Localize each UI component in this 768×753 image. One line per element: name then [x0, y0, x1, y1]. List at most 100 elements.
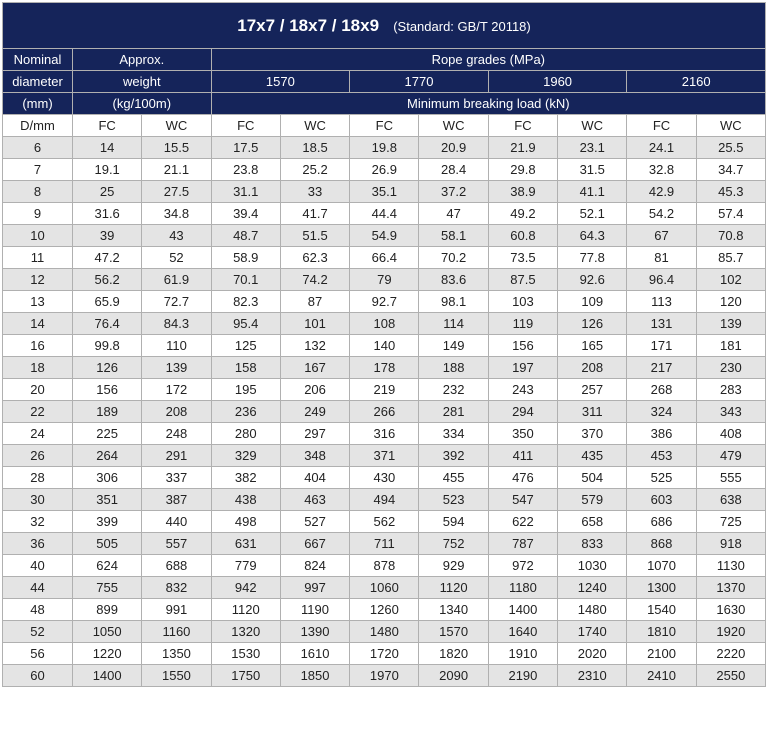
cell-value: 622 [488, 511, 557, 533]
cell-value: 1570 [419, 621, 488, 643]
cell-value: 42.9 [627, 181, 696, 203]
cell-value: 2190 [488, 665, 557, 687]
cell-value: 351 [73, 489, 142, 511]
table-row: 5612201350153016101720182019102020210022… [3, 643, 766, 665]
subhdr-fc-5: FC [350, 115, 419, 137]
cell-value: 1480 [350, 621, 419, 643]
hdr-approx-weight-l1: Approx. [73, 49, 212, 71]
cell-value: 43 [142, 225, 211, 247]
cell-value: 39.4 [211, 203, 280, 225]
table-title: 17x7 / 18x7 / 18x9 (Standard: GB/T 20118… [3, 3, 766, 49]
cell-value: 1390 [280, 621, 349, 643]
cell-value: 371 [350, 445, 419, 467]
cell-value: 997 [280, 577, 349, 599]
table-row: 61415.517.518.519.820.921.923.124.125.5 [3, 137, 766, 159]
cell-value: 504 [558, 467, 627, 489]
cell-value: 1160 [142, 621, 211, 643]
cell-value: 87 [280, 291, 349, 313]
cell-diameter: 44 [3, 577, 73, 599]
cell-value: 17.5 [211, 137, 280, 159]
subhdr-dmm: D/mm [3, 115, 73, 137]
cell-value: 188 [419, 357, 488, 379]
cell-value: 92.7 [350, 291, 419, 313]
cell-value: 1130 [696, 555, 765, 577]
cell-value: 19.8 [350, 137, 419, 159]
cell-value: 248 [142, 423, 211, 445]
cell-value: 217 [627, 357, 696, 379]
cell-value: 350 [488, 423, 557, 445]
cell-value: 264 [73, 445, 142, 467]
cell-value: 25 [73, 181, 142, 203]
cell-value: 624 [73, 555, 142, 577]
cell-value: 438 [211, 489, 280, 511]
cell-value: 498 [211, 511, 280, 533]
table-row: 1699.8110125132140149156165171181 [3, 335, 766, 357]
cell-value: 131 [627, 313, 696, 335]
cell-value: 225 [73, 423, 142, 445]
cell-value: 832 [142, 577, 211, 599]
cell-value: 70.2 [419, 247, 488, 269]
cell-value: 329 [211, 445, 280, 467]
cell-value: 1320 [211, 621, 280, 643]
cell-value: 382 [211, 467, 280, 489]
cell-value: 20.9 [419, 137, 488, 159]
cell-value: 109 [558, 291, 627, 313]
cell-value: 31.1 [211, 181, 280, 203]
cell-value: 386 [627, 423, 696, 445]
cell-value: 45.3 [696, 181, 765, 203]
cell-value: 311 [558, 401, 627, 423]
cell-value: 453 [627, 445, 696, 467]
cell-value: 85.7 [696, 247, 765, 269]
cell-value: 18.5 [280, 137, 349, 159]
cell-value: 1370 [696, 577, 765, 599]
cell-value: 1400 [488, 599, 557, 621]
cell-value: 918 [696, 533, 765, 555]
wire-rope-spec-table: 17x7 / 18x7 / 18x9 (Standard: GB/T 20118… [2, 2, 766, 687]
cell-value: 1220 [73, 643, 142, 665]
cell-value: 688 [142, 555, 211, 577]
cell-value: 2090 [419, 665, 488, 687]
table-row: 5210501160132013901480157016401740181019… [3, 621, 766, 643]
hdr-grade-2: 1960 [488, 71, 627, 93]
cell-value: 28.4 [419, 159, 488, 181]
cell-value: 779 [211, 555, 280, 577]
cell-value: 103 [488, 291, 557, 313]
cell-value: 1720 [350, 643, 419, 665]
cell-value: 1810 [627, 621, 696, 643]
cell-value: 230 [696, 357, 765, 379]
cell-value: 84.3 [142, 313, 211, 335]
cell-diameter: 13 [3, 291, 73, 313]
cell-value: 1120 [211, 599, 280, 621]
cell-value: 34.8 [142, 203, 211, 225]
table-row: 22189208236249266281294311324343 [3, 401, 766, 423]
hdr-nominal-diameter-l3: (mm) [3, 93, 73, 115]
cell-value: 72.7 [142, 291, 211, 313]
cell-value: 99.8 [73, 335, 142, 357]
cell-value: 1120 [419, 577, 488, 599]
cell-value: 19.1 [73, 159, 142, 181]
hdr-nominal-diameter-l2: diameter [3, 71, 73, 93]
subhdr-wc-6: WC [419, 115, 488, 137]
cell-value: 219 [350, 379, 419, 401]
cell-value: 139 [142, 357, 211, 379]
cell-diameter: 14 [3, 313, 73, 335]
cell-value: 74.2 [280, 269, 349, 291]
cell-value: 126 [73, 357, 142, 379]
cell-value: 62.3 [280, 247, 349, 269]
cell-value: 31.5 [558, 159, 627, 181]
cell-value: 64.3 [558, 225, 627, 247]
cell-value: 167 [280, 357, 349, 379]
cell-value: 21.1 [142, 159, 211, 181]
cell-value: 195 [211, 379, 280, 401]
cell-value: 2100 [627, 643, 696, 665]
cell-value: 283 [696, 379, 765, 401]
table-row: 32399440498527562594622658686725 [3, 511, 766, 533]
cell-value: 37.2 [419, 181, 488, 203]
cell-value: 1030 [558, 555, 627, 577]
cell-value: 1070 [627, 555, 696, 577]
cell-value: 77.8 [558, 247, 627, 269]
table-row: 24225248280297316334350370386408 [3, 423, 766, 445]
cell-value: 14 [73, 137, 142, 159]
cell-value: 316 [350, 423, 419, 445]
cell-value: 70.8 [696, 225, 765, 247]
